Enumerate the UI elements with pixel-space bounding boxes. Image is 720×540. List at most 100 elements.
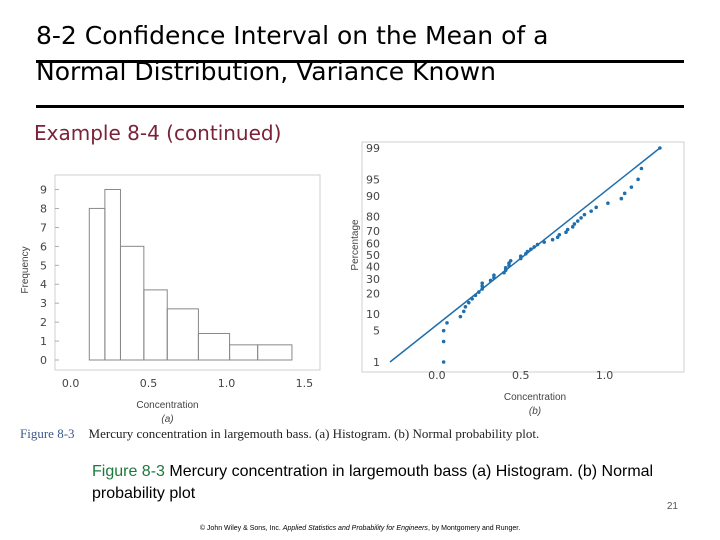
data-point — [550, 237, 555, 242]
probability-plot-frame — [361, 141, 685, 373]
y-tick-label: 99 — [366, 142, 380, 155]
y-tick-label: 60 — [366, 237, 380, 250]
slide-title: 8-2 Confidence Interval on the Mean of a… — [36, 18, 686, 90]
histogram-bar — [229, 344, 259, 361]
data-point — [622, 191, 627, 196]
y-tick-label: 9 — [40, 183, 47, 196]
y-axis-label: Percentage — [350, 219, 361, 271]
data-point — [572, 222, 577, 226]
data-point — [557, 232, 562, 237]
data-point — [492, 273, 496, 278]
x-tick-label: 0.5 — [512, 369, 530, 382]
slide-title-line1: 8-2 Confidence Interval on the Mean of a — [36, 21, 549, 50]
y-tick-label: 5 — [40, 259, 47, 272]
y-tick-label: 30 — [366, 273, 380, 286]
slide-caption: Figure 8-3 Mercury concentration in larg… — [92, 461, 682, 505]
slide-caption-text: Mercury concentration in largemouth bass… — [92, 463, 654, 502]
y-tick-label: 2 — [40, 316, 47, 329]
x-tick-label: 1.0 — [596, 369, 614, 382]
data-point — [532, 245, 536, 249]
data-point — [542, 240, 547, 244]
y-tick-label: 1 — [40, 335, 47, 348]
page-number: 21 — [666, 501, 678, 512]
y-tick-label: 50 — [366, 249, 380, 262]
histogram-chart: 0 1 2 3 4 5 6 7 8 9 0.0 0.5 1.0 1.5 Concentration (a) Fr… — [20, 174, 321, 425]
data-point — [461, 309, 466, 314]
y-tick-label: 6 — [40, 240, 47, 253]
histogram-bar — [119, 245, 145, 361]
y-tick-label: 0 — [40, 354, 47, 367]
y-tick-label: 80 — [366, 210, 380, 223]
footer-pre: © John Wiley & Sons, Inc. — [199, 525, 283, 532]
data-point — [488, 278, 493, 283]
data-point — [579, 216, 583, 220]
data-point — [441, 339, 446, 344]
data-point — [525, 249, 530, 254]
y-tick-label: 90 — [366, 190, 380, 203]
y-tick-label: 10 — [366, 308, 380, 321]
copyright-footer: © John Wiley & Sons, Inc. Applied Statis… — [0, 525, 720, 532]
data-point — [639, 166, 644, 171]
y-tick-label: 40 — [366, 261, 380, 274]
data-point — [518, 254, 523, 258]
histogram-bar — [197, 332, 231, 361]
x-tick-label: 1.5 — [296, 377, 314, 390]
x-tick-label: 0.5 — [140, 377, 158, 390]
histogram-bar — [143, 289, 168, 361]
y-tick-label: 7 — [40, 221, 47, 234]
histogram-bar — [166, 308, 199, 361]
subfigure-label: (b) — [529, 406, 541, 417]
y-axis-label: Frequency — [20, 246, 31, 293]
data-point — [441, 328, 446, 333]
y-tick-label: 1 — [373, 356, 380, 369]
data-point — [575, 219, 580, 223]
x-tick-label: 0.0 — [62, 377, 80, 390]
subfigure-label: (a) — [161, 414, 173, 425]
data-point — [492, 276, 496, 280]
y-tick-label: 70 — [366, 225, 380, 238]
data-point — [480, 284, 484, 288]
x-tick-label: 1.0 — [218, 377, 236, 390]
data-point — [589, 209, 593, 213]
data-point — [629, 185, 634, 189]
figure-caption: Figure 8-3 Mercury concentration in large… — [20, 426, 539, 442]
data-point — [458, 314, 463, 319]
data-point — [582, 212, 587, 217]
y-tick-label: 20 — [366, 288, 380, 301]
x-tick-label: 0.0 — [428, 369, 446, 382]
data-point — [570, 225, 575, 229]
figure-caption-label: Figure 8-3 — [20, 426, 75, 441]
data-point — [445, 321, 449, 325]
y-tick-label: 8 — [40, 202, 47, 215]
y-tick-label: 95 — [366, 173, 380, 186]
title-underline-1 — [36, 60, 684, 63]
data-point — [463, 305, 468, 309]
data-point — [470, 297, 474, 301]
footer-book-title: Applied Statistics and Probability for E… — [282, 525, 428, 532]
data-point — [606, 201, 610, 205]
example-subtitle: Example 8-4 (continued) — [34, 121, 282, 145]
data-point — [503, 266, 508, 270]
data-point — [477, 290, 481, 294]
histogram-bar — [257, 344, 293, 361]
histogram-bar — [104, 188, 121, 361]
data-point — [480, 287, 484, 291]
data-point — [473, 293, 478, 298]
y-tick-label: 4 — [40, 278, 47, 291]
data-point — [466, 300, 471, 305]
data-point — [594, 205, 598, 210]
x-axis-label: Concentration — [504, 392, 566, 403]
data-point — [565, 227, 570, 232]
y-tick-label: 5 — [373, 325, 380, 338]
histogram-bar — [88, 207, 106, 361]
figure-caption-text: Mercury concentration in largemouth bass… — [88, 426, 540, 441]
data-point — [658, 146, 662, 150]
data-point — [636, 177, 640, 182]
figure-8-3: 0 1 2 3 4 5 6 7 8 9 0.0 0.5 1.0 1.5 Concentration (a) Fr… — [20, 141, 685, 425]
data-point — [441, 360, 446, 364]
data-point — [564, 230, 568, 234]
histogram-frame — [54, 174, 321, 371]
title-underline-2 — [36, 105, 684, 108]
slide-caption-label: Figure 8-3 — [92, 463, 165, 480]
